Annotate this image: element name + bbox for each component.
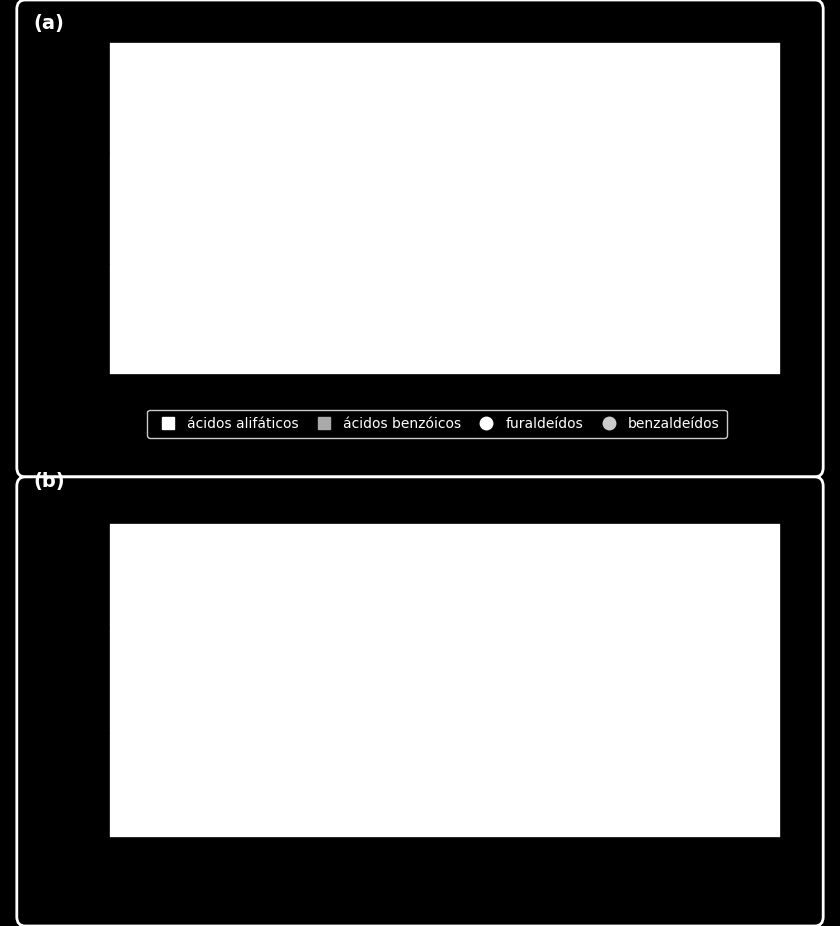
Point [119, 272, 133, 287]
Point [123, 309, 136, 324]
Point [144, 261, 158, 276]
Point [455, 181, 469, 196]
Point [615, 154, 628, 169]
Point [674, 154, 687, 169]
Point [665, 148, 679, 163]
Point [749, 140, 763, 155]
Point [203, 263, 217, 278]
Point [598, 159, 612, 174]
Text: (a): (a) [34, 14, 65, 33]
X-axis label: $^{1}t_{R}$(min): $^{1}t_{R}$(min) [411, 406, 480, 429]
Point [640, 168, 654, 182]
Point [724, 143, 738, 157]
Point [178, 260, 192, 275]
Legend: ácidos alifáticos, ácidos benzóicos, furaldeídos, benzaldeídos: ácidos alifáticos, ácidos benzóicos, fur… [147, 409, 727, 438]
Point [237, 220, 250, 235]
Y-axis label: $^{2}t_{R}$(s): $^{2}t_{R}$(s) [61, 657, 84, 704]
Point [556, 159, 570, 174]
Text: (b): (b) [34, 472, 66, 492]
Y-axis label: $^{2}t_{R}$(s): $^{2}t_{R}$(s) [61, 185, 84, 232]
X-axis label: $^{1}t_{R}$(min): $^{1}t_{R}$(min) [411, 869, 480, 892]
